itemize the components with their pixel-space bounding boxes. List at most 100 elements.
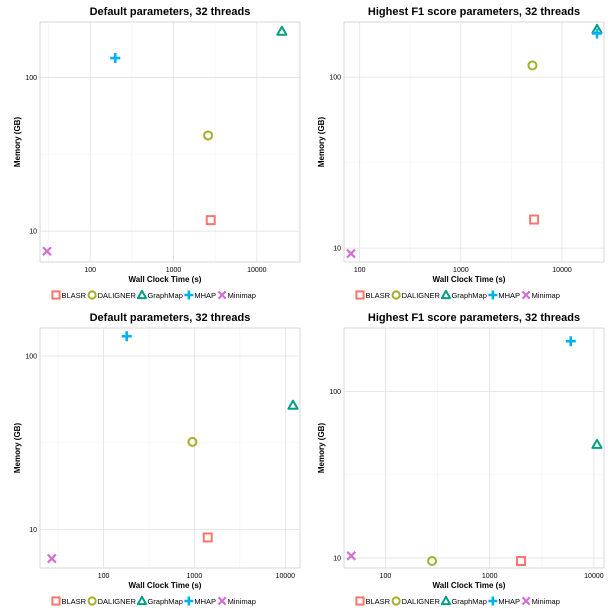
scatter-chart: Default parameters, 32 threads 100 1000 100… bbox=[13, 312, 301, 606]
legend-key-minimap bbox=[521, 290, 531, 300]
y-tick-label: 10 bbox=[29, 229, 37, 236]
chart-title: Highest F1 score parameters, 32 threads bbox=[368, 312, 580, 324]
point-minimap bbox=[346, 248, 356, 259]
panel-bottom-left: Default parameters, 32 threads 100 1000 100… bbox=[0, 306, 304, 612]
legend-key-daligner bbox=[391, 596, 401, 606]
legend-key-blasr bbox=[51, 290, 61, 300]
legend-key-mhap bbox=[488, 290, 498, 300]
legend: BLASR DALIGNER GraphMap MHAP Minimap bbox=[355, 595, 560, 606]
legend-key-daligner bbox=[87, 290, 97, 300]
legend-label-blasr: BLASR bbox=[366, 291, 391, 300]
y-axis-label: Memory (GB) bbox=[13, 117, 22, 168]
legend-key-blasr bbox=[355, 290, 365, 300]
legend-key-graphmap bbox=[136, 595, 148, 606]
y-tick-label: 10 bbox=[333, 555, 341, 562]
x-axis-label: Wall Clock Time (s) bbox=[129, 581, 202, 590]
legend-label-daligner: DALIGNER bbox=[402, 291, 441, 300]
legend-key-minimap bbox=[521, 596, 531, 606]
plot-area bbox=[39, 327, 301, 569]
legend-label-minimap: Minimap bbox=[532, 291, 560, 300]
y-tick-label: 10 bbox=[333, 246, 341, 253]
y-axis-label: Memory (GB) bbox=[13, 423, 22, 474]
point-mhap bbox=[110, 53, 121, 64]
legend-key-graphmap bbox=[136, 289, 148, 300]
y-tick-label: 100 bbox=[25, 75, 37, 82]
y-tick-label: 100 bbox=[329, 389, 341, 396]
point-mhap bbox=[565, 336, 576, 347]
point-daligner bbox=[203, 130, 214, 141]
legend-label-blasr: BLASR bbox=[62, 291, 87, 300]
legend-label-daligner: DALIGNER bbox=[402, 597, 441, 606]
legend-label-graphmap: GraphMap bbox=[147, 597, 182, 606]
x-tick-label: 1000 bbox=[482, 573, 498, 580]
legend-key-graphmap bbox=[440, 595, 452, 606]
legend-label-daligner: DALIGNER bbox=[98, 597, 137, 606]
legend-label-mhap: MHAP bbox=[194, 291, 216, 300]
point-graphmap bbox=[591, 438, 603, 449]
legend-label-minimap: Minimap bbox=[228, 291, 256, 300]
x-tick-label: 100 bbox=[84, 267, 96, 274]
x-tick-label: 10000 bbox=[552, 267, 572, 274]
scatter-chart: Highest F1 score parameters, 32 threads 1… bbox=[317, 6, 605, 300]
x-axis-label: Wall Clock Time (s) bbox=[433, 581, 506, 590]
panel-top-right: Highest F1 score parameters, 32 threads 1… bbox=[304, 0, 608, 306]
point-daligner bbox=[527, 60, 538, 71]
legend-key-daligner bbox=[87, 596, 97, 606]
legend-label-blasr: BLASR bbox=[366, 597, 391, 606]
chart-title: Highest F1 score parameters, 32 threads bbox=[368, 6, 580, 18]
legend: BLASR DALIGNER GraphMap MHAP Minimap bbox=[355, 289, 560, 300]
point-mhap bbox=[592, 28, 602, 39]
point-daligner bbox=[427, 556, 438, 566]
chart-title: Default parameters, 32 threads bbox=[90, 6, 251, 18]
x-axis-label: Wall Clock Time (s) bbox=[433, 275, 506, 284]
legend: BLASR DALIGNER GraphMap MHAP Minimap bbox=[51, 595, 256, 606]
point-daligner bbox=[187, 436, 198, 447]
scatter-chart: Highest F1 score parameters, 32 threads 1… bbox=[317, 312, 605, 606]
legend-label-mhap: MHAP bbox=[194, 597, 216, 606]
point-blasr bbox=[516, 556, 527, 566]
legend-label-minimap: Minimap bbox=[228, 597, 256, 606]
point-minimap bbox=[47, 553, 57, 564]
legend-key-mhap bbox=[488, 596, 498, 606]
legend-key-blasr bbox=[51, 596, 61, 606]
panel-bottom-right: Highest F1 score parameters, 32 threads 1… bbox=[304, 306, 608, 612]
plot-area bbox=[343, 21, 605, 263]
x-tick-label: 1000 bbox=[187, 573, 203, 580]
legend: BLASR DALIGNER GraphMap MHAP Minimap bbox=[51, 289, 256, 300]
y-tick-label: 10 bbox=[29, 527, 37, 534]
x-tick-label: 100 bbox=[98, 573, 110, 580]
x-tick-label: 1000 bbox=[453, 267, 469, 274]
legend-label-graphmap: GraphMap bbox=[451, 597, 486, 606]
point-minimap bbox=[346, 551, 357, 561]
legend-label-blasr: BLASR bbox=[62, 597, 87, 606]
x-tick-label: 10000 bbox=[276, 573, 296, 580]
legend-key-graphmap bbox=[440, 289, 452, 300]
x-axis-label: Wall Clock Time (s) bbox=[129, 275, 202, 284]
x-tick-label: 10000 bbox=[584, 573, 604, 580]
point-minimap bbox=[42, 246, 52, 257]
legend-key-daligner bbox=[391, 290, 401, 300]
point-graphmap bbox=[287, 399, 299, 410]
y-tick-label: 100 bbox=[329, 75, 341, 82]
x-tick-label: 100 bbox=[380, 573, 392, 580]
legend-key-mhap bbox=[184, 290, 194, 300]
y-tick-label: 100 bbox=[25, 353, 37, 360]
x-tick-label: 100 bbox=[354, 267, 366, 274]
legend-label-graphmap: GraphMap bbox=[451, 291, 486, 300]
point-blasr bbox=[202, 532, 213, 543]
point-blasr bbox=[205, 215, 216, 226]
y-axis-label: Memory (GB) bbox=[317, 117, 326, 168]
x-tick-label: 1000 bbox=[166, 267, 182, 274]
point-mhap bbox=[121, 331, 132, 342]
legend-key-minimap bbox=[217, 290, 227, 300]
legend-label-mhap: MHAP bbox=[498, 291, 520, 300]
legend-label-mhap: MHAP bbox=[498, 597, 520, 606]
legend-label-minimap: Minimap bbox=[532, 597, 560, 606]
point-blasr bbox=[529, 214, 540, 225]
chart-title: Default parameters, 32 threads bbox=[90, 312, 251, 324]
x-tick-label: 10000 bbox=[247, 267, 267, 274]
y-axis-label: Memory (GB) bbox=[317, 423, 326, 474]
legend-key-blasr bbox=[355, 596, 365, 606]
legend-key-mhap bbox=[184, 596, 194, 606]
plot-area bbox=[343, 327, 605, 569]
